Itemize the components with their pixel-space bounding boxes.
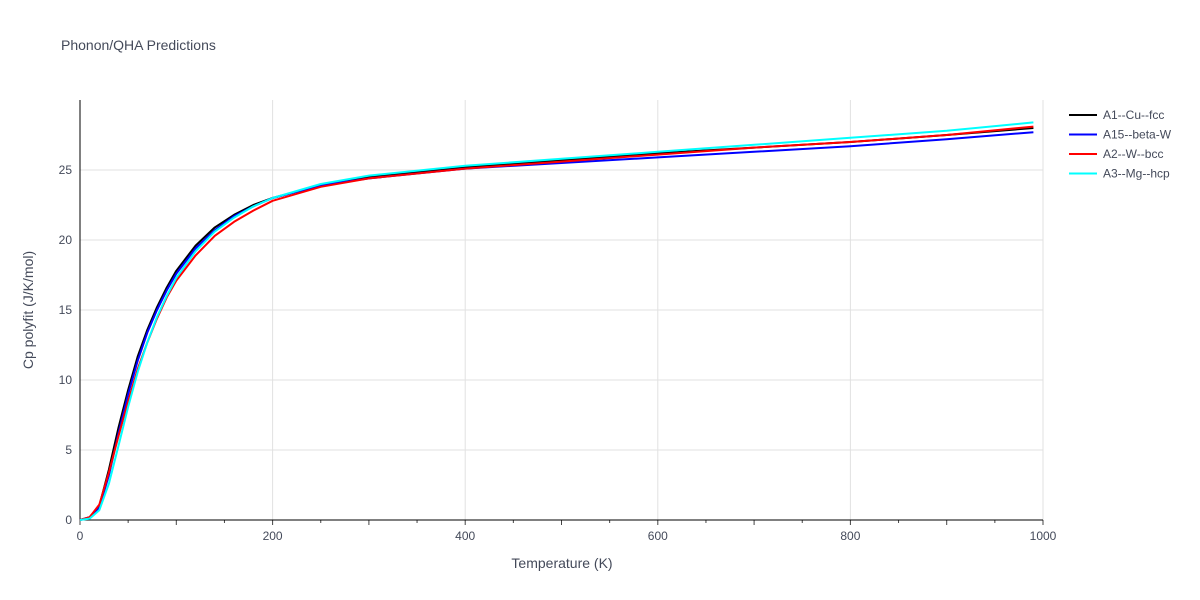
- x-tick-label: 400: [455, 529, 475, 543]
- x-axis-label: Temperature (K): [511, 555, 612, 571]
- y-axis-label: Cp polyfit (J/K/mol): [20, 251, 36, 369]
- legend-label: A3--Mg--hcp: [1103, 167, 1170, 181]
- x-tick-label: 0: [77, 529, 84, 543]
- legend-label: A1--Cu--fcc: [1103, 108, 1164, 122]
- y-tick-label: 15: [59, 303, 73, 317]
- x-tick-label: 800: [840, 529, 860, 543]
- y-tick-label: 25: [59, 163, 73, 177]
- grid-layer: [80, 100, 1044, 520]
- axes-layer: 0 200 400 600 800 1000 0 5 10 15 20 25: [59, 100, 1057, 543]
- series-line-a3-mg-hcp: [79, 121, 1034, 521]
- y-tick-label: 0: [65, 513, 72, 527]
- y-tick-label: 10: [59, 373, 73, 387]
- legend-label: A15--beta-W: [1103, 128, 1172, 142]
- legend-label: A2--W--bcc: [1103, 147, 1163, 161]
- y-tick-label: 20: [59, 233, 73, 247]
- series-line-a15-beta-w: [79, 131, 1034, 521]
- x-tick-label: 1000: [1030, 529, 1057, 543]
- legend: A1--Cu--fcc A15--beta-W A2--W--bcc A3--Mg--…: [1069, 108, 1172, 181]
- chart-title: Phonon/QHA Predictions: [61, 37, 216, 53]
- x-tick-label: 600: [648, 529, 668, 543]
- y-tick-label: 5: [65, 443, 72, 457]
- series-layer: [79, 121, 1034, 521]
- series-line-a1-cu-fcc: [79, 127, 1034, 521]
- x-tick-label: 200: [263, 529, 283, 543]
- series-line-a2-w-bcc: [79, 125, 1034, 521]
